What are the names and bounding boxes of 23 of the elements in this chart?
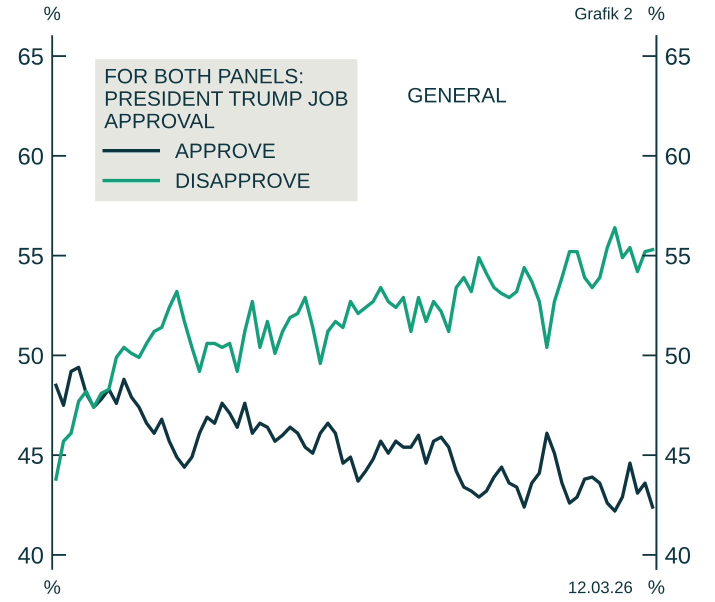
legend-label: APPROVE [175,143,275,158]
text: Grafik 2 [575,7,632,20]
y2-tick-label: 45 [665,447,690,464]
y-tick-label: 40 [18,546,43,564]
text: % [648,580,664,594]
text: 12.03.26 [569,581,632,594]
y2-axis-title: % [648,6,664,20]
y2-tick-label: 50 [666,347,690,364]
legend-label: DISAPPROVE [176,173,310,188]
legend-title: FOR BOTH PANELS: PRESIDENT TRUMP JOB APPROVAL [104,68,348,128]
y-tick-label: 55 [18,248,43,264]
y2-tick-label: 65 [666,48,690,65]
line-series [54,226,654,481]
y2-tick-label: 60 [666,148,690,165]
y-tick-label: 65 [18,48,43,65]
y-tick-label: 60 [18,148,43,165]
text: % [44,580,60,594]
y2-tick-label: 40 [665,546,690,564]
y-axis-title: % [44,6,60,20]
text: GENERAL [408,88,506,103]
y-tick-label: 45 [18,447,43,464]
y2-tick-label: 55 [666,248,690,264]
y-tick-label: 50 [18,347,43,364]
